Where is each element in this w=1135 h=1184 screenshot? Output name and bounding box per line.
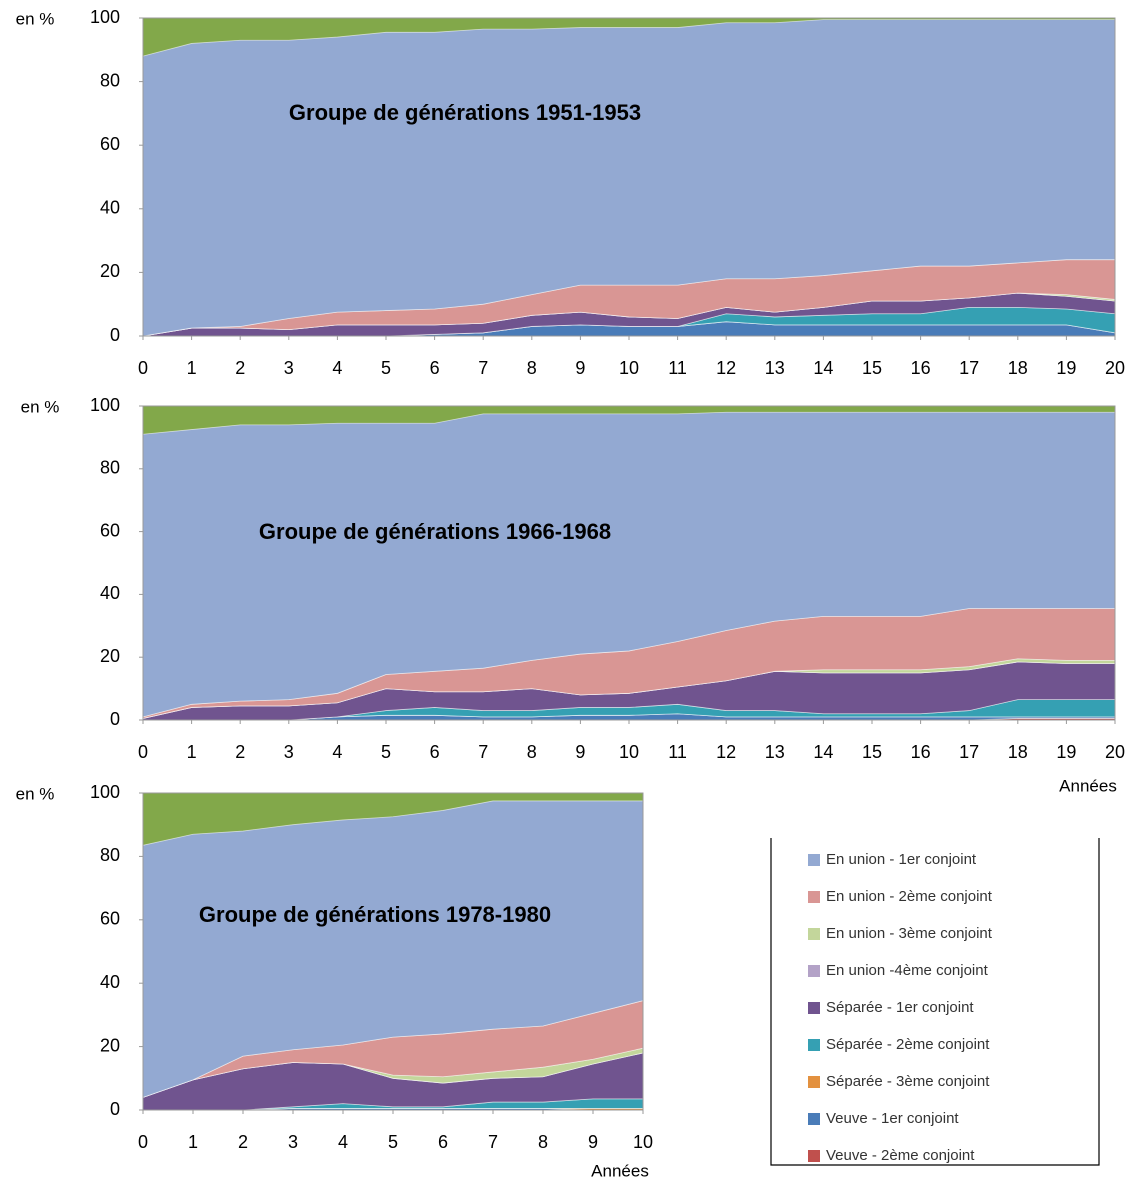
x-tick-label: 12 [716,358,736,378]
x-tick-label: 15 [862,358,882,378]
x-tick-label: 0 [138,742,148,762]
x-axis-label: Années [591,1161,649,1180]
x-tick-label: 6 [438,1132,448,1152]
x-tick-label: 9 [588,1132,598,1152]
legend-swatch [808,854,820,866]
x-tick-label: 3 [284,742,294,762]
y-tick-label: 60 [100,134,120,154]
x-tick-label: 7 [478,358,488,378]
legend-swatch [808,965,820,977]
x-tick-label: 2 [235,742,245,762]
legend-label: Veuve - 2ème conjoint [826,1147,975,1164]
x-tick-label: 0 [138,358,148,378]
x-tick-label: 4 [332,742,342,762]
legend-swatch [808,928,820,940]
x-tick-label: 13 [765,742,785,762]
x-tick-label: 18 [1008,358,1028,378]
x-tick-label: 10 [619,742,639,762]
x-tick-label: 19 [1056,358,1076,378]
x-tick-label: 2 [235,358,245,378]
legend-label: En union - 1er conjoint [826,851,977,868]
legend-swatch [808,1150,820,1162]
legend-label: Séparée - 2ème conjoint [826,1036,990,1053]
legend-label: Séparée - 1er conjoint [826,999,974,1016]
y-tick-label: 40 [100,583,120,603]
y-tick-label: 60 [100,520,120,540]
legend-label: En union - 3ème conjoint [826,925,993,942]
x-tick-label: 1 [187,358,197,378]
y-axis-label: en % [16,9,55,28]
x-tick-label: 6 [430,358,440,378]
x-tick-label: 17 [959,742,979,762]
legend-label: Veuve - 1er conjoint [826,1110,959,1127]
legend-label: En union -4ème conjoint [826,962,989,979]
x-tick-label: 5 [381,358,391,378]
x-tick-label: 7 [478,742,488,762]
legend-label: En union - 2ème conjoint [826,888,993,905]
x-tick-label: 0 [138,1132,148,1152]
x-tick-label: 9 [575,742,585,762]
y-tick-label: 60 [100,909,120,929]
x-tick-label: 14 [813,742,833,762]
x-tick-label: 3 [288,1132,298,1152]
y-tick-label: 20 [100,261,120,281]
x-tick-label: 6 [430,742,440,762]
x-tick-label: 10 [619,358,639,378]
x-tick-label: 18 [1008,742,1028,762]
y-tick-label: 0 [110,709,120,729]
x-tick-label: 7 [488,1132,498,1152]
y-tick-label: 80 [100,458,120,478]
x-tick-label: 1 [188,1132,198,1152]
x-tick-label: 19 [1056,742,1076,762]
x-tick-label: 3 [284,358,294,378]
legend-swatch [808,1113,820,1125]
legend-swatch [808,1076,820,1088]
x-tick-label: 8 [538,1132,548,1152]
x-tick-label: 20 [1105,358,1125,378]
y-tick-label: 20 [100,646,120,666]
y-axis-label: en % [21,397,60,416]
legend-label: Séparée - 3ème conjoint [826,1073,990,1090]
y-tick-label: 40 [100,972,120,992]
legend-swatch [808,1039,820,1051]
legend-swatch [808,891,820,903]
legend-swatch [808,1002,820,1014]
x-tick-label: 5 [388,1132,398,1152]
x-tick-label: 17 [959,358,979,378]
chart-title: Groupe de générations 1966-1968 [259,519,611,544]
chart-title: Groupe de générations 1978-1980 [199,902,551,927]
y-axis-label: en % [16,784,55,803]
x-tick-label: 4 [338,1132,348,1152]
x-tick-label: 1 [187,742,197,762]
x-tick-label: 10 [633,1132,653,1152]
y-tick-label: 40 [100,198,120,218]
legend-frame [770,838,1100,1166]
y-tick-label: 0 [110,325,120,345]
x-tick-label: 11 [668,358,687,378]
x-tick-label: 15 [862,742,882,762]
y-tick-label: 20 [100,1035,120,1055]
x-tick-label: 4 [332,358,342,378]
x-tick-label: 14 [813,358,833,378]
y-tick-label: 0 [110,1099,120,1119]
x-tick-label: 13 [765,358,785,378]
y-tick-label: 80 [100,70,120,90]
x-tick-label: 8 [527,742,537,762]
y-tick-label: 100 [90,395,120,415]
x-tick-label: 5 [381,742,391,762]
x-axis-label: Années [1059,776,1117,795]
x-tick-label: 8 [527,358,537,378]
chart-title: Groupe de générations 1951-1953 [289,100,641,125]
x-tick-label: 2 [238,1132,248,1152]
x-tick-label: 9 [575,358,585,378]
y-tick-label: 80 [100,845,120,865]
x-tick-label: 16 [911,358,931,378]
x-tick-label: 11 [668,742,687,762]
x-tick-label: 16 [911,742,931,762]
y-tick-label: 100 [90,782,120,802]
x-tick-label: 12 [716,742,736,762]
y-tick-label: 100 [90,7,120,27]
x-tick-label: 20 [1105,742,1125,762]
